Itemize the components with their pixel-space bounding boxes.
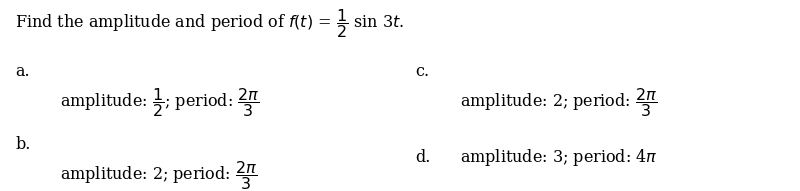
Text: amplitude: 2; period: $\dfrac{2\pi}{3}$: amplitude: 2; period: $\dfrac{2\pi}{3}$ <box>60 159 258 191</box>
Text: amplitude: 2; period: $\dfrac{2\pi}{3}$: amplitude: 2; period: $\dfrac{2\pi}{3}$ <box>460 86 658 119</box>
Text: amplitude: 3; period: 4$\pi$: amplitude: 3; period: 4$\pi$ <box>460 147 658 168</box>
Text: d.: d. <box>415 149 430 166</box>
Text: a.: a. <box>15 63 30 80</box>
Text: amplitude: $\dfrac{1}{2}$; period: $\dfrac{2\pi}{3}$: amplitude: $\dfrac{1}{2}$; period: $\dfr… <box>60 86 260 119</box>
Text: c.: c. <box>415 63 429 80</box>
Text: Find the amplitude and period of $\mathit{f}(\mathit{t})$ = $\dfrac{1}{2}$ sin 3: Find the amplitude and period of $\mathi… <box>15 7 404 40</box>
Text: b.: b. <box>15 136 30 153</box>
